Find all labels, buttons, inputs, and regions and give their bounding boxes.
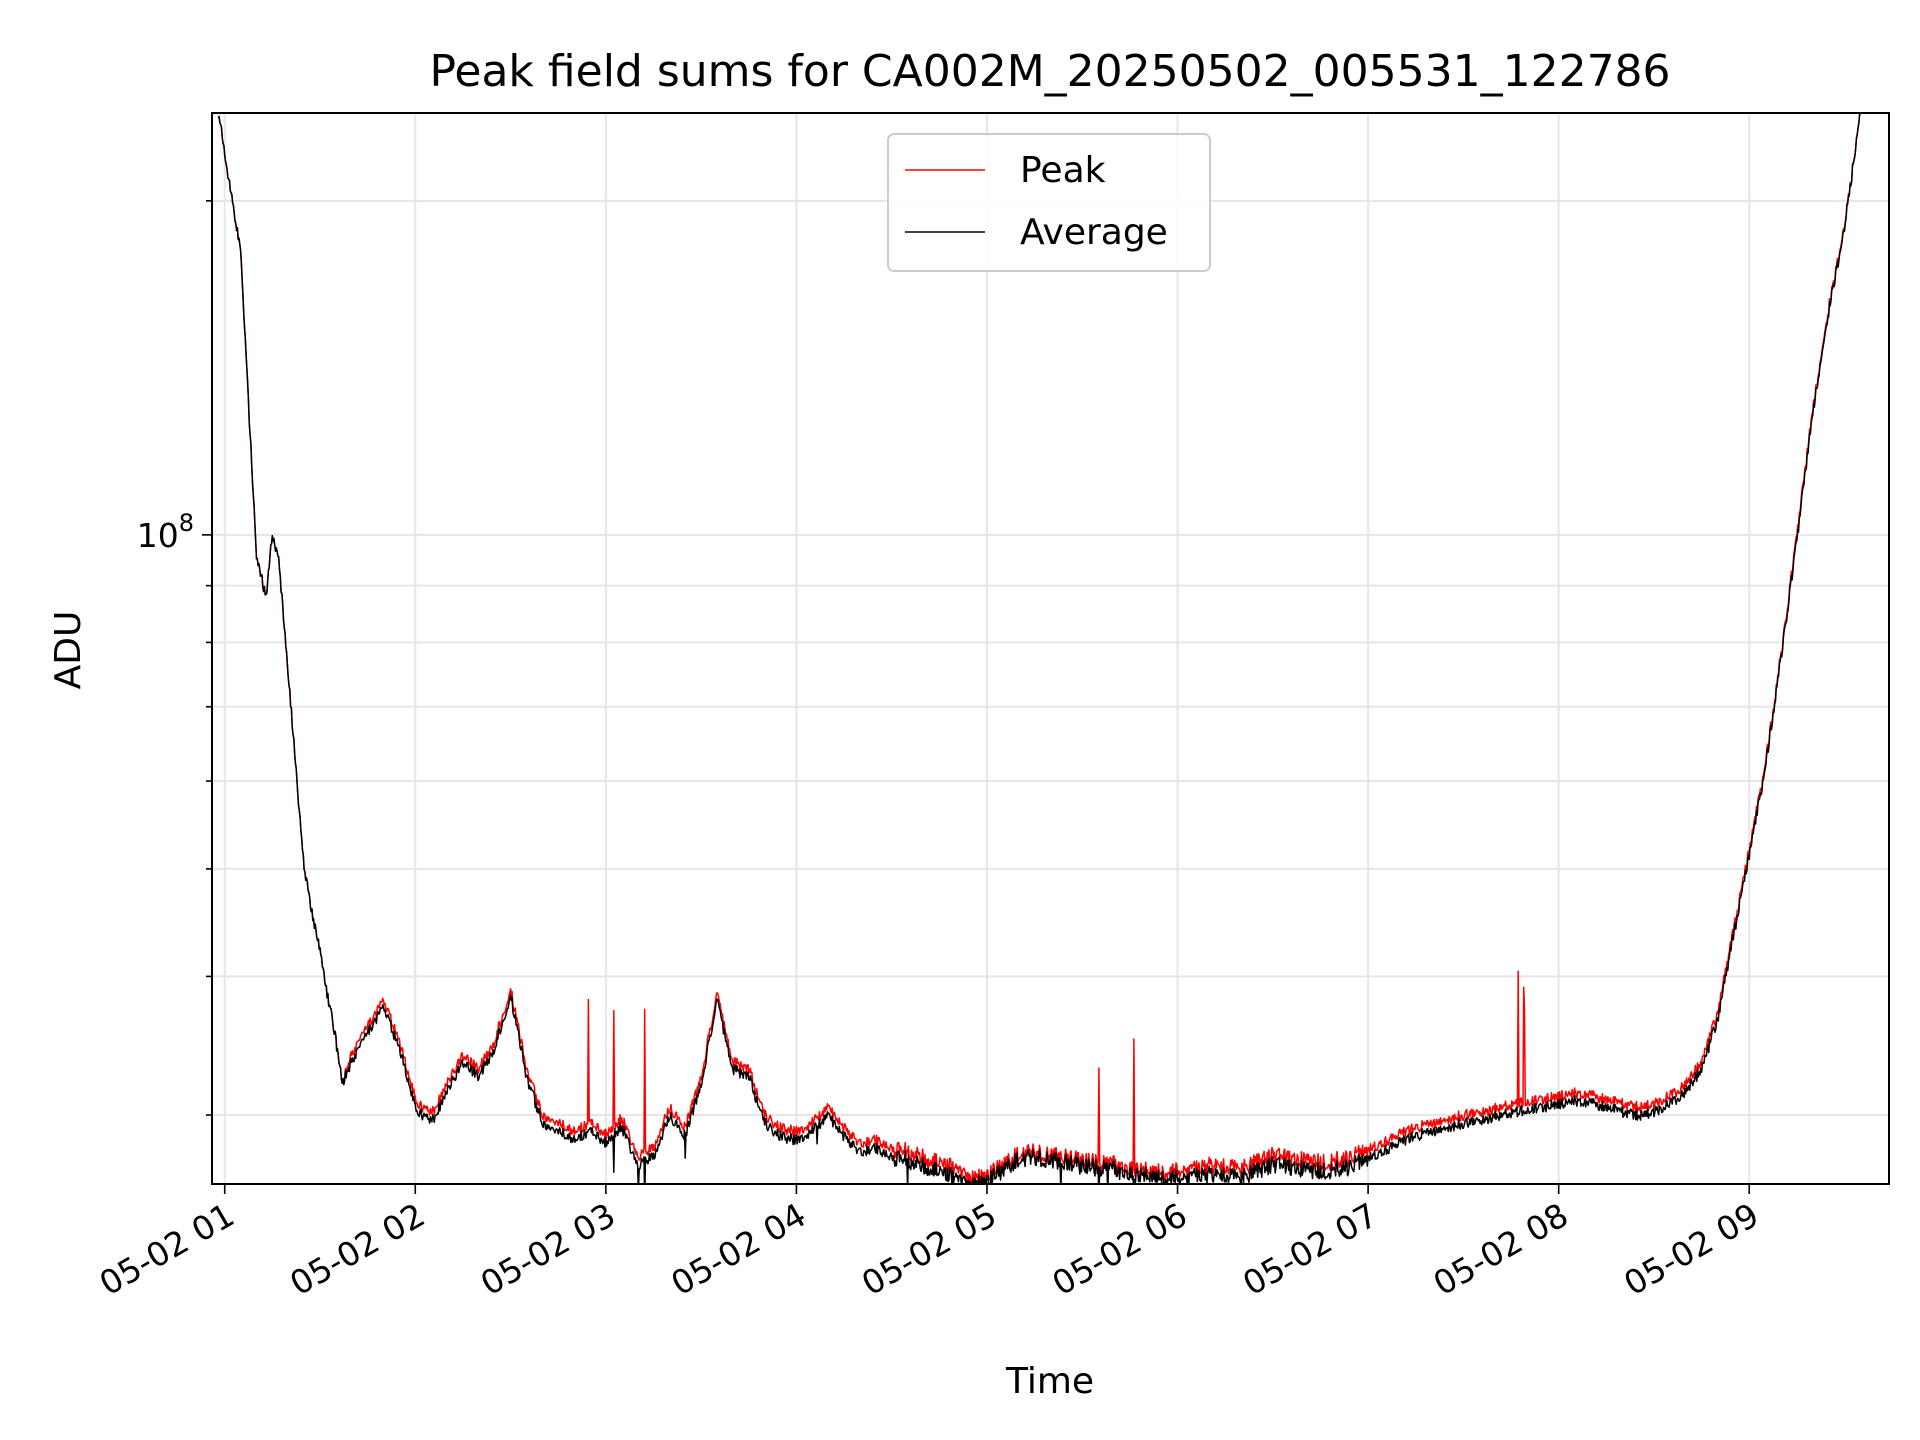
chart-title: Peak field sums for CA002M_20250502_0055… — [429, 46, 1670, 97]
y-tick-label: 108 — [137, 509, 194, 555]
series-line-peak — [217, 113, 1862, 1184]
legend-box — [887, 133, 1211, 272]
series-layer — [217, 113, 1862, 1184]
grid-lines — [212, 113, 1889, 1184]
plot-frame — [211, 112, 1890, 1185]
legend[interactable]: Peak Average — [887, 133, 1211, 272]
legend-label-peak: Peak — [1020, 150, 1106, 191]
y-axis-label: ADU — [48, 611, 89, 690]
series-line-average — [217, 113, 1862, 1184]
x-axis-label: Time — [1005, 1361, 1094, 1402]
legend-label-average: Average — [1020, 212, 1168, 253]
